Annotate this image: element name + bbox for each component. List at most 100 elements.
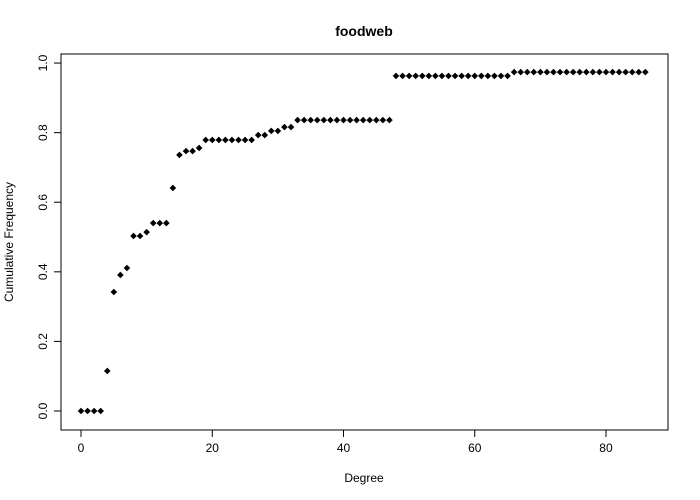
y-tick-label: 0.8 bbox=[36, 124, 50, 141]
point bbox=[136, 232, 144, 240]
plot-frame bbox=[60, 53, 669, 431]
point bbox=[228, 136, 236, 144]
point bbox=[156, 219, 164, 227]
point bbox=[143, 228, 150, 236]
point bbox=[497, 72, 505, 80]
point bbox=[556, 68, 564, 76]
point bbox=[327, 116, 334, 124]
point bbox=[222, 136, 229, 144]
point bbox=[596, 68, 603, 76]
point bbox=[281, 123, 288, 131]
point bbox=[464, 72, 472, 80]
chart-title: foodweb bbox=[335, 23, 393, 39]
point bbox=[517, 68, 524, 76]
point bbox=[373, 116, 380, 124]
point bbox=[451, 72, 459, 80]
point bbox=[208, 136, 216, 144]
point bbox=[399, 72, 406, 80]
point bbox=[215, 136, 223, 144]
y-tick-label: 1.0 bbox=[36, 54, 50, 71]
point bbox=[189, 147, 196, 155]
y-axis-label: Cumulative Frequency bbox=[2, 182, 16, 302]
y-tick-label: 0.0 bbox=[36, 402, 50, 419]
point bbox=[642, 68, 649, 76]
point bbox=[149, 219, 157, 227]
point bbox=[504, 72, 511, 80]
point bbox=[445, 72, 452, 80]
point bbox=[274, 127, 282, 135]
point bbox=[589, 68, 597, 76]
point bbox=[543, 68, 551, 76]
point bbox=[235, 136, 242, 144]
point bbox=[563, 68, 570, 76]
x-tick-label: 80 bbox=[599, 441, 613, 455]
y-tick-label: 0.6 bbox=[36, 194, 50, 211]
point bbox=[484, 72, 492, 80]
point bbox=[628, 68, 636, 76]
point bbox=[458, 72, 465, 80]
point bbox=[110, 288, 118, 296]
point bbox=[583, 68, 590, 76]
point bbox=[392, 72, 400, 80]
point bbox=[320, 116, 328, 124]
point bbox=[300, 116, 308, 124]
point bbox=[333, 116, 341, 124]
point bbox=[176, 151, 183, 159]
point bbox=[90, 407, 98, 415]
point bbox=[117, 271, 124, 279]
x-tick-label: 60 bbox=[468, 441, 482, 455]
point bbox=[510, 68, 518, 76]
point bbox=[202, 136, 209, 144]
point bbox=[340, 116, 347, 124]
point bbox=[602, 68, 610, 76]
x-tick-label: 20 bbox=[206, 441, 220, 455]
point bbox=[609, 68, 616, 76]
point bbox=[182, 147, 190, 155]
y-tick-label: 0.4 bbox=[36, 263, 50, 280]
point bbox=[523, 68, 531, 76]
point bbox=[97, 407, 105, 415]
point bbox=[432, 72, 439, 80]
point bbox=[77, 407, 85, 415]
point bbox=[130, 232, 137, 240]
point bbox=[635, 68, 643, 76]
point bbox=[359, 116, 367, 124]
point bbox=[254, 131, 262, 139]
y-tick-label: 0.2 bbox=[36, 333, 50, 350]
point bbox=[405, 72, 413, 80]
point bbox=[248, 136, 255, 144]
point bbox=[615, 68, 623, 76]
point bbox=[491, 72, 498, 80]
x-axis-label: Degree bbox=[344, 471, 384, 485]
point bbox=[313, 116, 321, 124]
point bbox=[261, 131, 269, 139]
point bbox=[103, 367, 111, 375]
point bbox=[307, 116, 314, 124]
point bbox=[353, 116, 360, 124]
point bbox=[412, 72, 419, 80]
point bbox=[622, 68, 629, 76]
point bbox=[195, 144, 203, 152]
point bbox=[576, 68, 584, 76]
point bbox=[386, 116, 393, 124]
point bbox=[268, 127, 275, 135]
point bbox=[287, 123, 295, 131]
x-tick-label: 0 bbox=[78, 441, 85, 455]
point bbox=[241, 136, 249, 144]
point bbox=[425, 72, 433, 80]
point bbox=[366, 116, 374, 124]
point bbox=[123, 264, 131, 272]
point bbox=[418, 72, 426, 80]
point bbox=[569, 68, 577, 76]
point bbox=[294, 116, 301, 124]
point bbox=[478, 72, 485, 80]
point bbox=[84, 407, 91, 415]
point bbox=[438, 72, 446, 80]
point bbox=[530, 68, 538, 76]
point bbox=[169, 184, 177, 192]
point bbox=[537, 68, 544, 76]
point bbox=[346, 116, 354, 124]
point bbox=[550, 68, 557, 76]
point bbox=[163, 219, 170, 227]
